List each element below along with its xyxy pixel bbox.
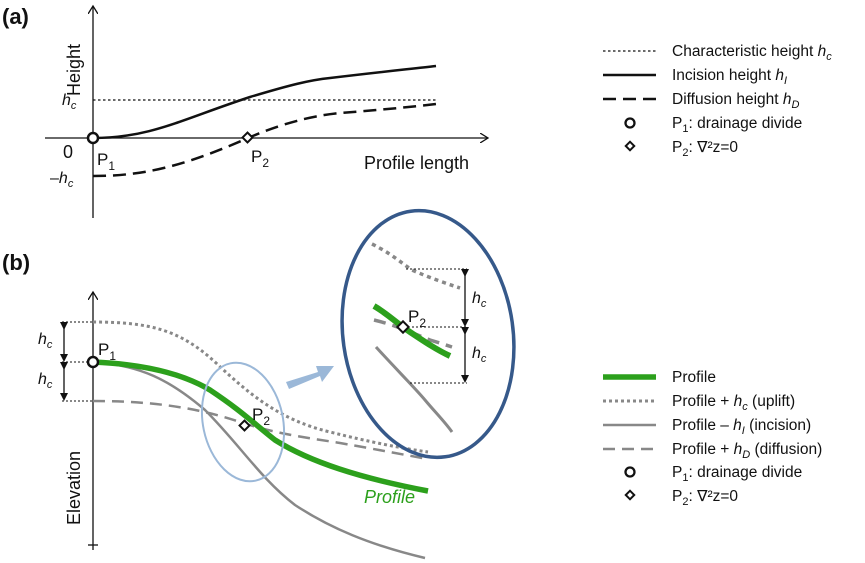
panel-b-p2-marker bbox=[238, 419, 251, 432]
panel-a-diffusion-height-line bbox=[92, 102, 437, 178]
panel-a-tick-neg-hc: –hc bbox=[50, 170, 74, 190]
panel-b-p2-label: P2 bbox=[252, 405, 270, 428]
panel-b-zoom-arrow bbox=[286, 366, 334, 389]
panel-b: (b) Elevation hc hc Profile P1 P2 bbox=[2, 208, 822, 560]
inset-incision-line bbox=[374, 345, 454, 433]
panel-b-label: (b) bbox=[2, 250, 30, 275]
panel-b-p1-marker bbox=[86, 355, 100, 369]
panel-b-uplift-line bbox=[92, 320, 429, 454]
panel-b-diffusion-line bbox=[92, 399, 429, 461]
legend-b-item-0: Profile bbox=[672, 369, 716, 386]
legend-b-circle-icon bbox=[624, 466, 636, 478]
panel-b-inset: P2 hc hc bbox=[340, 208, 516, 460]
legend-b-item-2: Profile – hI (incision) bbox=[672, 417, 811, 437]
legend-b-item-1: Profile + hc (uplift) bbox=[672, 393, 795, 413]
inset-diffusion-line bbox=[373, 318, 453, 349]
panel-a-p2-marker bbox=[241, 131, 254, 144]
legend-b-diamond-icon bbox=[624, 489, 636, 501]
panel-a-legend: Characteristic height hc Incision height… bbox=[603, 43, 832, 159]
legend-b-item-5: P2: ∇²z=0 bbox=[672, 488, 738, 508]
panel-a-p1-label: P1 bbox=[97, 150, 115, 173]
legend-a-diamond-icon bbox=[624, 140, 636, 152]
legend-a-circle-icon bbox=[624, 117, 636, 129]
panel-a: (a) Height Profile length hc 0 –hc P1 P2… bbox=[2, 4, 832, 218]
panel-b-profile-curve-label: Profile bbox=[364, 487, 415, 507]
inset-hc-upper-label: hc bbox=[472, 290, 487, 310]
legend-a-item-3: P1: drainage divide bbox=[672, 115, 802, 135]
panel-a-incision-height-line bbox=[92, 64, 437, 140]
inset-hc-lower-label: hc bbox=[472, 345, 487, 365]
panel-a-tick-zero: 0 bbox=[63, 142, 73, 162]
panel-a-p2-label: P2 bbox=[251, 147, 269, 170]
legend-b-item-4: P1: drainage divide bbox=[672, 464, 802, 484]
legend-a-item-0: Characteristic height hc bbox=[672, 43, 832, 63]
panel-a-y-axis-label: Height bbox=[64, 44, 84, 96]
inset-uplift-line bbox=[371, 242, 461, 290]
panel-b-p1-label: P1 bbox=[98, 340, 116, 363]
legend-a-item-1: Incision height hI bbox=[672, 67, 787, 87]
inset-p2-label: P2 bbox=[408, 307, 426, 330]
panel-b-inset-ellipse bbox=[340, 208, 516, 460]
panel-b-hc-lower-label: hc bbox=[38, 371, 53, 391]
panel-a-p1-marker bbox=[86, 131, 100, 145]
panel-b-zoom-ellipse bbox=[200, 361, 286, 483]
panel-b-legend: Profile Profile + hc (uplift) Profile – … bbox=[603, 369, 822, 508]
panel-b-incision-line bbox=[92, 360, 426, 560]
inset-p2-marker bbox=[395, 319, 411, 335]
panel-a-tick-hc: hc bbox=[62, 92, 77, 112]
panel-b-y-axis-label: Elevation bbox=[64, 451, 84, 525]
panel-a-label: (a) bbox=[2, 4, 29, 29]
legend-b-item-3: Profile + hD (diffusion) bbox=[672, 441, 822, 461]
legend-a-item-4: P2: ∇²z=0 bbox=[672, 139, 738, 159]
panel-a-x-axis-label: Profile length bbox=[364, 153, 469, 173]
panel-b-profile-line bbox=[92, 359, 429, 494]
panel-b-hc-upper-label: hc bbox=[38, 331, 53, 351]
inset-profile-line bbox=[372, 303, 452, 359]
legend-a-item-2: Diffusion height hD bbox=[672, 91, 800, 111]
